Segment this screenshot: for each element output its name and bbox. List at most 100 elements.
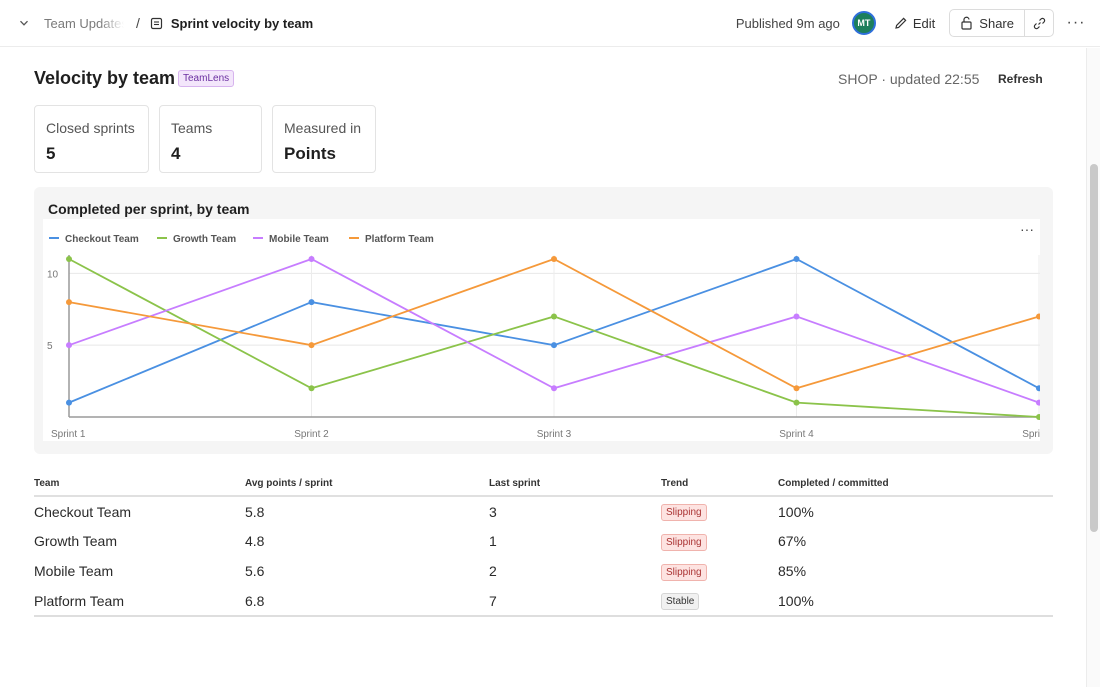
cell-completed: 100% (778, 586, 1053, 617)
stat-value: 4 (171, 144, 181, 163)
cell-trend: Slipping (661, 556, 778, 586)
x-tick-label: Sprint 3 (537, 429, 572, 440)
cell-avg: 5.8 (245, 503, 265, 520)
data-point (551, 313, 557, 320)
unlock-icon (961, 16, 972, 30)
update-status: SHOP · updated 22:55 (838, 71, 980, 87)
cell-completed: 67% (778, 533, 807, 549)
legend-entry: Mobile Team (269, 234, 329, 245)
stat-label: Measured in (284, 120, 362, 136)
data-point (66, 399, 72, 406)
share-group: Share (949, 9, 1054, 37)
column-header-completed: Completed / committed (778, 471, 1053, 497)
stat-label: Closed sprints (46, 120, 135, 136)
table-row: Mobile Team 5.6 2 Slipping 85% (34, 556, 1053, 586)
cell-team: Growth Team (34, 533, 117, 549)
data-point (308, 385, 315, 392)
velocity-line-chart: 5 10 Sprint 1 Sprint 2 Sprint 3 Sprint 4 Spri C… (47, 234, 1040, 440)
link-icon (1033, 17, 1045, 29)
x-tick-label: Spri (1022, 429, 1040, 440)
stat-value: Points (284, 144, 336, 163)
legend-entry: Platform Team (365, 234, 434, 245)
data-point (66, 256, 72, 262)
pencil-icon (895, 17, 907, 29)
y-tick-label: 10 (47, 269, 59, 280)
cell-avg: 4.8 (245, 533, 265, 549)
table-row: Growth Team 4.8 1 Slipping 67% (34, 526, 1053, 556)
trend-badge: Stable (661, 593, 700, 610)
cell-avg: 5.6 (245, 563, 265, 579)
cell-last: 2 (489, 563, 497, 579)
data-point (1036, 313, 1040, 320)
data-point (793, 256, 800, 262)
stat-label: Teams (171, 120, 213, 136)
data-point (308, 299, 315, 306)
trend-badge: Slipping (661, 533, 707, 551)
cell-trend: Stable (661, 586, 778, 617)
refresh-button[interactable]: Refresh (998, 72, 1043, 86)
legend-entry: Checkout Team (65, 234, 139, 245)
cell-completed: 85% (778, 563, 807, 579)
trend-badge: Slipping (661, 563, 707, 581)
stat-value: 5 (46, 144, 56, 163)
data-point (308, 342, 315, 349)
x-tick-label: Sprint 2 (294, 429, 329, 440)
edit-button[interactable]: Edit (894, 16, 935, 31)
avatar[interactable]: MT (851, 11, 876, 35)
chart-more-options-icon[interactable]: ··· (1020, 221, 1034, 237)
scrollbar[interactable] (1086, 48, 1100, 687)
breadcrumb-parent[interactable]: Team Updates (44, 15, 124, 31)
data-point (551, 385, 557, 392)
chevron-down-icon[interactable] (14, 13, 34, 33)
cell-team: Mobile Team (34, 563, 114, 579)
top-bar: Team Updates / Sprint velocity by team P… (0, 0, 1100, 47)
data-point (551, 256, 557, 262)
share-button[interactable]: Share (950, 10, 1025, 36)
copy-link-button[interactable] (1025, 10, 1053, 36)
cell-trend: Slipping (661, 526, 778, 556)
cell-team: Platform Team (34, 586, 245, 617)
table-row: Platform Team 6.8 7 Stable 100% (34, 586, 1053, 617)
data-point (66, 342, 72, 349)
document-icon (150, 16, 165, 31)
legend-entry: Growth Team (173, 234, 236, 245)
column-header-team: Team (34, 471, 245, 497)
page-title: Velocity by team (34, 68, 176, 88)
trend-badge: Slipping (661, 504, 707, 521)
column-header-avg: Avg points / sprint (245, 471, 489, 497)
stat-card-teams: Teams 4 (159, 105, 262, 173)
x-tick-label: Sprint 4 (779, 429, 814, 440)
velocity-table: Team Avg points / sprint Last sprint Tre… (34, 471, 1053, 617)
table-header-row: Team Avg points / sprint Last sprint Tre… (34, 471, 1053, 497)
column-header-trend: Trend (661, 471, 778, 497)
stat-card-measured-in: Measured in Points (272, 105, 376, 173)
cell-completed: 100% (778, 503, 814, 520)
data-point (66, 299, 72, 306)
data-point (793, 385, 800, 392)
data-point (308, 256, 315, 262)
cell-last: 1 (489, 533, 497, 549)
source-badge: TeamLens (178, 70, 235, 87)
cell-team: Checkout Team (34, 503, 132, 520)
cell-last: 3 (489, 503, 497, 520)
more-options-icon[interactable]: ··· (1066, 14, 1086, 31)
page-breadcrumb-title: Sprint velocity by team (170, 15, 314, 31)
cell-trend: Slipping (661, 496, 778, 526)
share-label: Share (979, 15, 1014, 31)
data-point (793, 399, 800, 406)
chart-area: 5 10 Sprint 1 Sprint 2 Sprint 3 Sprint 4 Spri C… (43, 219, 1040, 441)
table-row: Checkout Team 5.8 3 Slipping 100% (34, 496, 1053, 526)
stat-card-closed-sprints: Closed sprints 5 (34, 105, 149, 173)
edit-label: Edit (912, 15, 936, 31)
x-tick-label: Sprint 1 (51, 429, 86, 440)
y-tick-label: 5 (47, 341, 53, 352)
data-point (1036, 385, 1040, 392)
data-point (1036, 399, 1040, 406)
chart-title: Completed per sprint, by team (48, 201, 250, 217)
column-header-last: Last sprint (489, 471, 661, 497)
cell-avg: 6.8 (245, 586, 489, 617)
scrollbar-thumb[interactable] (1090, 164, 1098, 532)
data-point (793, 313, 800, 320)
breadcrumb-separator: / (136, 15, 140, 31)
published-status: Published 9m ago (735, 15, 840, 31)
